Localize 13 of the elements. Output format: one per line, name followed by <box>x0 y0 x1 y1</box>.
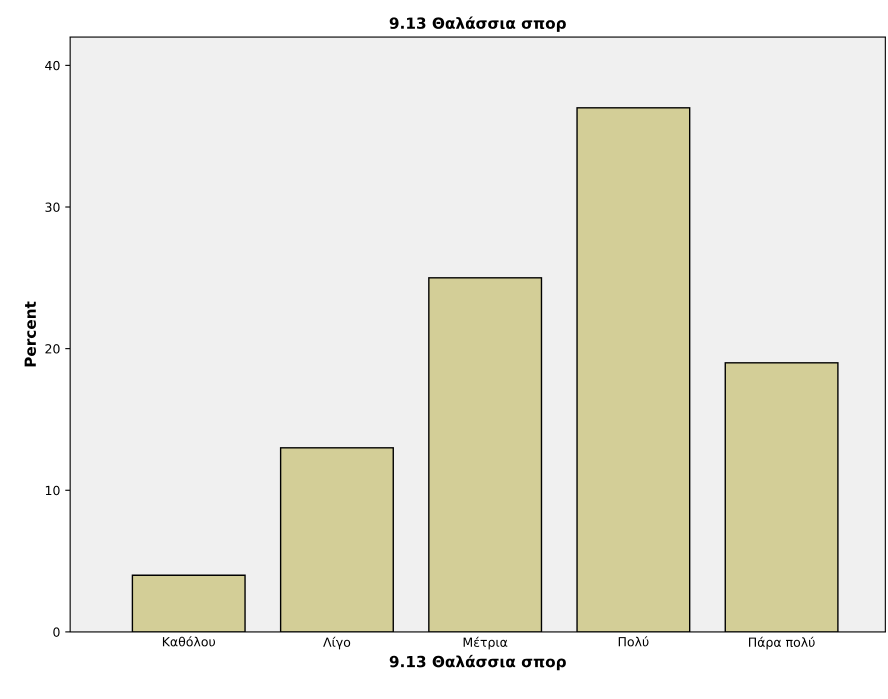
x-tick-label: Λίγο <box>323 636 350 650</box>
x-tick-label: Μέτρια <box>464 636 508 650</box>
y-tick-label: 30 <box>45 202 60 212</box>
x-tick-label: Πάρα πολύ <box>749 636 815 650</box>
y-tick-label: 40 <box>45 60 60 70</box>
y-tick-label: 0 <box>53 627 60 637</box>
y-tick-label: 20 <box>45 344 60 354</box>
x-axis-title: 9.13 Θαλάσσια σπορ <box>390 654 566 670</box>
x-tick-label: Καθόλου <box>162 636 215 646</box>
chart-title: 9.13 Θαλάσσια σπορ <box>390 16 566 32</box>
x-tick-label: Πολύ <box>618 636 648 646</box>
y-tick-label: 10 <box>46 486 60 496</box>
y-axis-title: Percent <box>24 301 36 366</box>
